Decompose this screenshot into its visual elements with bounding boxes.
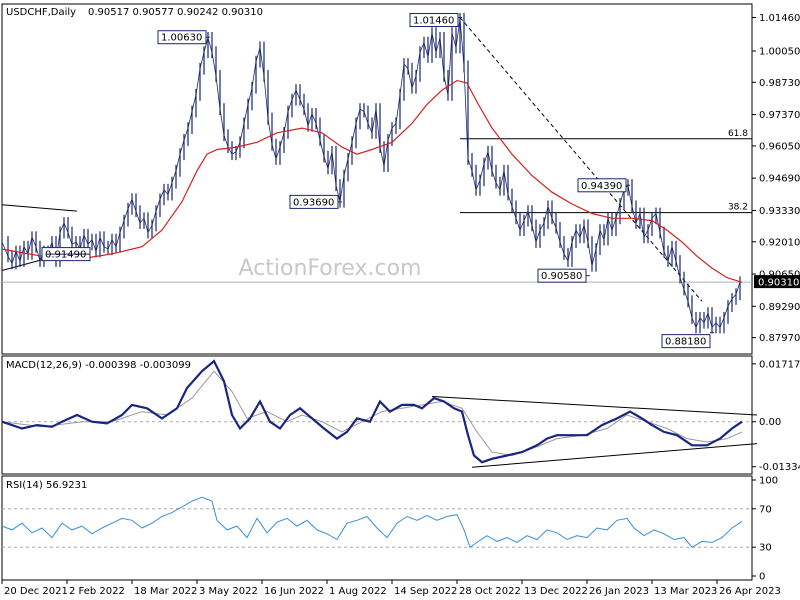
price-tick-label: 0.94690 xyxy=(759,174,800,185)
rsi-tick-label: 30 xyxy=(759,543,772,554)
price-ema-line xyxy=(1,79,743,283)
price-panel-frame xyxy=(1,3,753,355)
time-tick-label: 26 Jan 2023 xyxy=(589,586,649,597)
macd-tick-label: 0.017176 xyxy=(759,359,800,370)
price-tick-label: 0.89290 xyxy=(759,302,800,313)
price-reference-lines: 61.8 38.2 xyxy=(2,129,752,283)
trendline-triangle-upper xyxy=(1,204,78,212)
price-annotation-label: 0.91490 xyxy=(45,250,86,261)
rsi-tick-label: 100 xyxy=(759,476,778,487)
rsi-axis: 100 70 30 0 xyxy=(752,476,778,583)
price-tick-label: 1.01460 xyxy=(759,13,800,24)
macd-tick-label: 0.00 xyxy=(759,417,781,428)
time-axis: 20 Dec 2021 2 Feb 2022 18 Mar 2022 3 May 20… xyxy=(1,580,781,597)
macd-main-line xyxy=(1,359,743,464)
time-tick-label: 26 Apr 2023 xyxy=(719,586,781,597)
price-annotation-label: 0.94390 xyxy=(581,181,622,192)
rsi-tick-label: 70 xyxy=(759,504,772,515)
rsi-series xyxy=(1,496,752,548)
price-annotation-label: 0.90580 xyxy=(541,271,582,282)
current-price-badge xyxy=(754,275,800,289)
fib-level-label: 61.8 xyxy=(728,129,748,139)
rsi-tick-label: 0 xyxy=(759,572,765,583)
price-tick-label: 0.90650 xyxy=(759,270,800,281)
price-annotation-label: 1.01460 xyxy=(413,16,454,27)
time-tick-label: 3 May 2022 xyxy=(199,586,258,597)
macd-trendline xyxy=(471,443,758,468)
chart-symbol: USDCHF,Daily xyxy=(6,7,76,18)
time-tick-label: 2 Feb 2022 xyxy=(69,586,125,597)
macd-signal-line xyxy=(1,370,743,457)
trendline-dashed-channel xyxy=(459,17,703,302)
price-tick-label: 0.93330 xyxy=(759,206,800,217)
price-tick-label: 0.92010 xyxy=(759,237,800,248)
price-annotation-box xyxy=(661,334,711,349)
price-close-line xyxy=(1,18,741,329)
fib-level-label: 38.2 xyxy=(728,203,748,213)
price-axis: 1.01460 1.00050 0.98730 0.97370 0.96050 0.946… xyxy=(752,13,800,344)
time-tick-label: 1 Aug 2022 xyxy=(329,586,387,597)
price-tick-label: 0.87970 xyxy=(759,333,800,344)
macd-trendline xyxy=(431,395,758,416)
price-annotation-label: 0.93690 xyxy=(293,197,334,208)
rsi-label: RSI(14) 56.9231 xyxy=(6,480,87,491)
time-tick-label: 13 Mar 2023 xyxy=(654,586,717,597)
chart-ohlc: 0.90517 0.90577 0.90242 0.90310 xyxy=(88,7,263,18)
rsi-panel-frame xyxy=(1,475,753,581)
price-series xyxy=(1,13,743,334)
macd-tick-label: -0.01334 xyxy=(759,462,800,473)
price-tick-label: 1.00050 xyxy=(759,46,800,57)
time-tick-label: 16 Jun 2022 xyxy=(264,586,324,597)
price-tick-label: 0.97370 xyxy=(759,110,800,121)
price-annotation-label: 0.88180 xyxy=(665,337,706,348)
rsi-line xyxy=(1,496,743,548)
time-tick-label: 18 Mar 2022 xyxy=(134,586,197,597)
watermark: ActionForex.com xyxy=(239,256,422,281)
time-tick-label: 13 Dec 2022 xyxy=(524,586,588,597)
time-tick-label: 14 Sep 2022 xyxy=(394,586,457,597)
current-price-label: 0.90310 xyxy=(758,278,799,289)
macd-series xyxy=(1,359,758,468)
time-tick-label: 28 Oct 2022 xyxy=(459,586,521,597)
price-annotations: 1.00630 1.01460 0.93690 0.90580 0.94390 0.881… xyxy=(41,13,714,349)
macd-axis: 0.017176 0.00 -0.01334 xyxy=(752,359,800,473)
time-tick-label: 20 Dec 2021 xyxy=(4,586,68,597)
price-annotation-label: 1.00630 xyxy=(161,33,202,44)
macd-label: MACD(12,26,9) -0.000398 -0.003099 xyxy=(6,360,191,371)
price-annotation-box xyxy=(409,13,459,28)
price-tick-label: 0.96050 xyxy=(759,141,800,152)
price-tick-label: 0.98730 xyxy=(759,78,800,89)
